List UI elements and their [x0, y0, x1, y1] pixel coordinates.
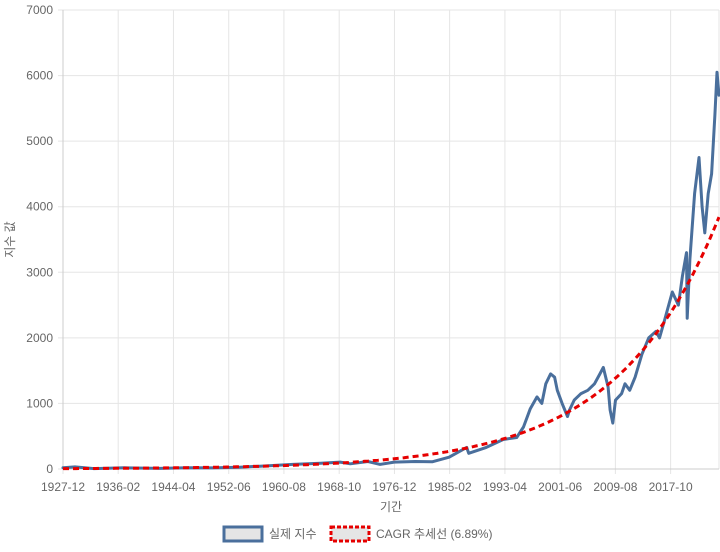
y-tick-label: 2000: [26, 331, 53, 345]
y-tick-label: 6000: [26, 69, 53, 83]
x-tick-label: 1927-12: [41, 480, 85, 494]
x-tick-label: 1944-04: [151, 480, 195, 494]
y-axis-title: 지수 값: [3, 221, 17, 257]
series-actual-index-line: [61, 70, 720, 471]
series-cagr-trend-line: [63, 216, 720, 471]
x-tick-label: 2001-06: [538, 480, 582, 494]
legend-label-actual-index: 실제 지수: [269, 527, 317, 541]
x-tick-label: 2009-08: [593, 480, 637, 494]
y-tick-label: 3000: [26, 265, 53, 279]
legend-label-cagr-trend: CAGR 추세선 (6.89%): [376, 527, 492, 541]
x-tick-label: 2017-10: [649, 480, 693, 494]
x-tick-label: 1952-06: [207, 480, 251, 494]
legend-swatch-actual-index: [222, 525, 264, 543]
x-tick-label: 1936-02: [96, 480, 140, 494]
y-tick-label: 1000: [26, 396, 53, 410]
x-tick-label: 1960-08: [262, 480, 306, 494]
x-axis-title: 기간: [380, 500, 402, 514]
x-tick-label: 1976-12: [372, 480, 416, 494]
legend: 실제 지수 CAGR 추세선 (6.89%): [222, 525, 492, 543]
x-tick-label: 1968-10: [317, 480, 361, 494]
x-tick-label: 1993-04: [483, 480, 527, 494]
axes: 0 1000 2000 3000 4000 5000 6000 7000 1927-12 1936…: [26, 3, 719, 494]
y-tick-label: 7000: [26, 3, 53, 17]
x-tick-label: 1985-02: [428, 480, 472, 494]
grid: [58, 9, 720, 474]
legend-swatch-cagr-trend: [329, 525, 371, 543]
series-layer: [61, 70, 720, 471]
y-tick-label: 4000: [26, 200, 53, 214]
y-tick-label: 0: [46, 462, 53, 476]
y-tick-label: 5000: [26, 134, 53, 148]
